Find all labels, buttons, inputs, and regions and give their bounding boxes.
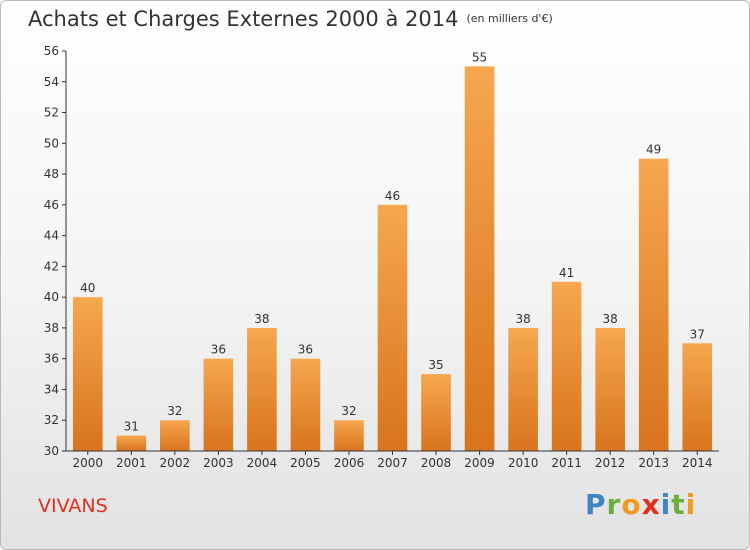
bar [638, 158, 669, 451]
bar [377, 204, 408, 451]
y-tick-label: 46 [44, 198, 59, 212]
bar-value-label: 32 [341, 404, 356, 418]
bar-value-label: 55 [472, 50, 487, 64]
bar [290, 358, 321, 451]
bar [421, 374, 451, 451]
bar-value-label: 38 [603, 312, 618, 326]
y-tick-label: 42 [44, 259, 59, 273]
y-tick-label: 56 [44, 44, 59, 58]
bar-value-label: 41 [559, 266, 574, 280]
title-text: Achats et Charges Externes 2000 à 2014 [28, 7, 459, 31]
y-tick-label: 30 [44, 444, 59, 458]
x-tick-label: 2001 [116, 456, 147, 470]
proxiti-logo: Proxiti [585, 488, 697, 521]
bar [116, 435, 147, 451]
x-tick-label: 2005 [290, 456, 321, 470]
commune-name: VIVANS [38, 495, 108, 517]
chart-title: Achats et Charges Externes 2000 à 2014 (e… [28, 7, 553, 31]
bar [595, 327, 625, 451]
bar-value-label: 46 [385, 189, 400, 203]
bar-value-label: 36 [211, 343, 226, 357]
x-tick-label: 2000 [72, 456, 103, 470]
x-tick-label: 2002 [160, 456, 191, 470]
bar-value-label: 38 [515, 312, 530, 326]
bar [160, 420, 190, 451]
y-tick-label: 34 [44, 382, 59, 396]
x-tick-label: 2011 [551, 456, 582, 470]
bar-value-label: 38 [254, 312, 269, 326]
bar [247, 327, 277, 451]
axes-group: 30 32 34 36 38 40 42 44 46 48 50 52 54 56 2000 2001 2002… [44, 44, 719, 470]
bar-value-label: 32 [167, 404, 182, 418]
bar [682, 343, 713, 451]
y-tick-label: 38 [44, 321, 59, 335]
x-tick-label: 2014 [682, 456, 713, 470]
x-tick-label: 2006 [334, 456, 365, 470]
x-tick-label: 2004 [247, 456, 278, 470]
bars-group: 40 31 32 36 38 36 32 46 35 55 38 41 38 49 37 [72, 50, 713, 451]
y-tick-label: 54 [44, 75, 59, 89]
bar-value-label: 31 [124, 420, 139, 434]
bar [334, 420, 364, 451]
bar [203, 358, 234, 451]
bar-value-label: 49 [646, 143, 661, 157]
y-tick-label: 40 [44, 290, 59, 304]
x-tick-label: 2008 [421, 456, 452, 470]
bar [72, 297, 103, 451]
bar [551, 281, 582, 451]
bar [508, 327, 538, 451]
bar-value-label: 40 [80, 281, 95, 295]
bar-value-label: 37 [690, 327, 705, 341]
x-tick-label: 2003 [203, 456, 234, 470]
x-tick-label: 2012 [595, 456, 626, 470]
y-tick-label: 52 [44, 106, 59, 120]
bar-value-label: 36 [298, 343, 313, 357]
y-tick-label: 36 [44, 352, 59, 366]
x-tick-label: 2013 [638, 456, 669, 470]
y-tick-label: 48 [44, 167, 59, 181]
x-tick-label: 2010 [508, 456, 539, 470]
title-unit: (en milliers d'€) [466, 12, 553, 25]
x-tick-label: 2007 [377, 456, 408, 470]
bar [464, 66, 495, 451]
bar-value-label: 35 [428, 358, 443, 372]
y-tick-label: 44 [44, 229, 59, 243]
x-tick-label: 2009 [464, 456, 495, 470]
y-tick-label: 32 [44, 413, 59, 427]
y-tick-label: 50 [44, 136, 59, 150]
